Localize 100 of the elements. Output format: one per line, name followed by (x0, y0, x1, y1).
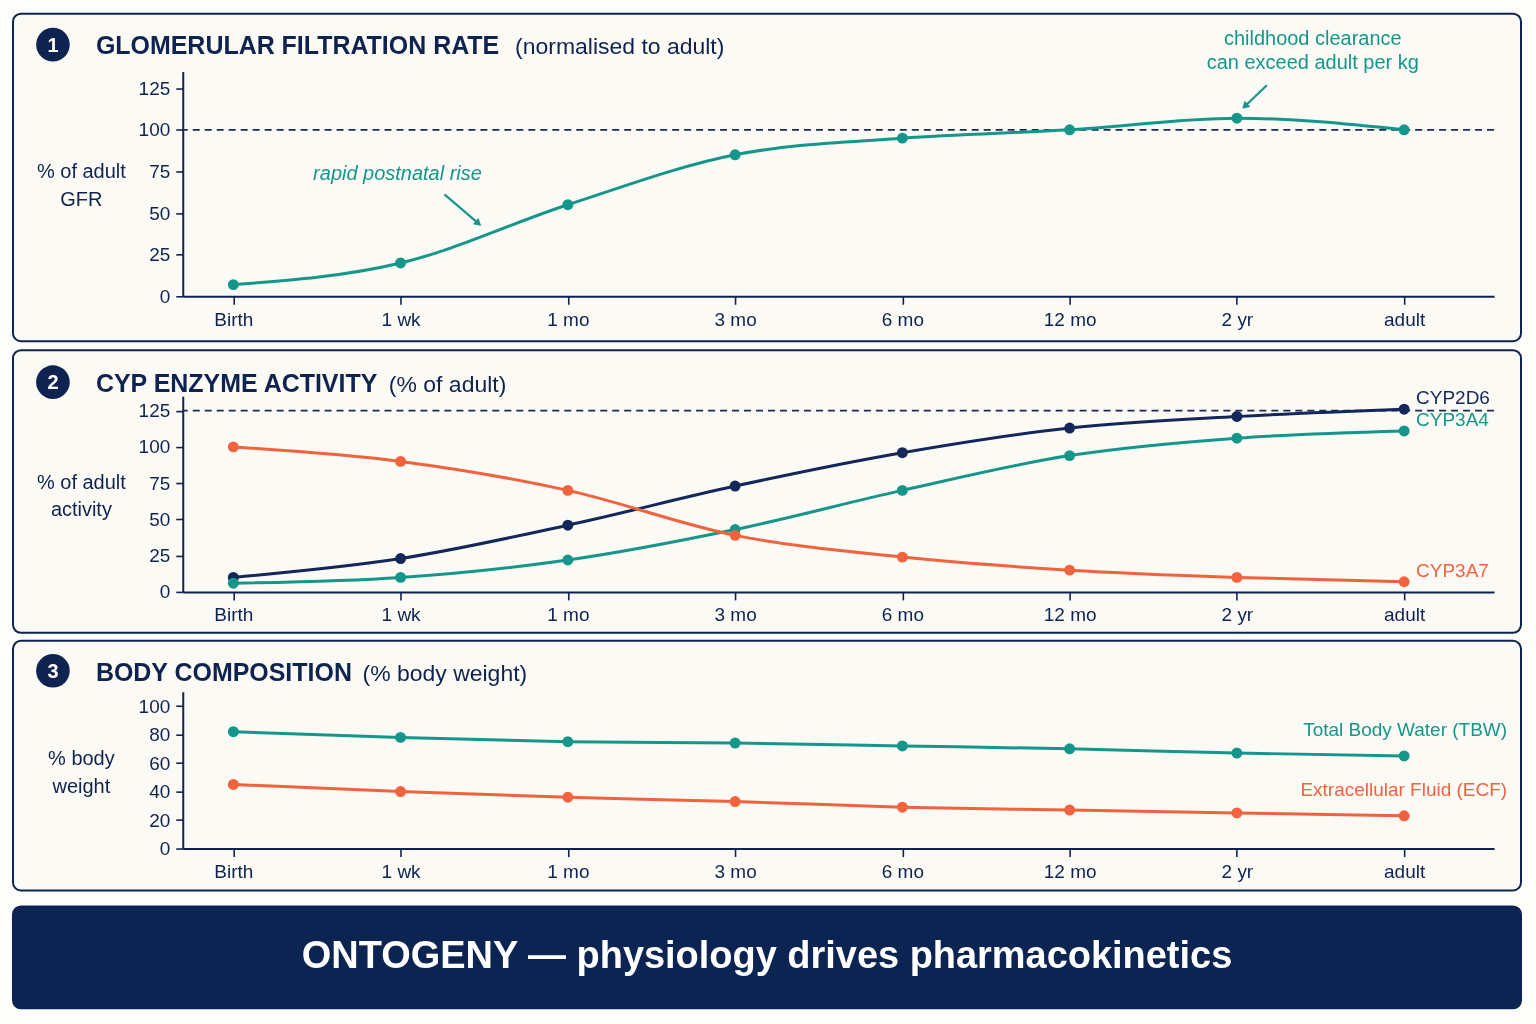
text: 2 (47, 371, 59, 394)
x-tick-label: 12 mo (1043, 861, 1097, 883)
point (1231, 747, 1243, 759)
y-tick-label: 80 (149, 724, 171, 746)
x-tick-label: adult (1384, 861, 1426, 883)
y-tick-label: 0 (159, 838, 171, 860)
chart-subtitle: (normalised to adult) (515, 32, 725, 59)
point (227, 441, 239, 453)
chart-title: CYP ENZYME ACTIVITY (95, 369, 378, 398)
point (1231, 571, 1243, 583)
point (729, 529, 741, 541)
y-tick-label: 100 (138, 436, 171, 458)
point (1398, 403, 1410, 415)
y-tick-label: 0 (159, 285, 171, 307)
series-label: CYP3A7 (1416, 559, 1489, 581)
text: 1 (47, 33, 59, 56)
x-tick-label: Birth (214, 308, 254, 330)
y-tick-label: 125 (138, 400, 171, 422)
point (1231, 432, 1243, 444)
point (227, 726, 239, 738)
point (395, 553, 407, 565)
x-tick-label: 2 yr (1221, 861, 1254, 883)
point (1231, 112, 1243, 124)
x-tick-label: 6 mo (881, 861, 924, 883)
point (1064, 804, 1076, 816)
point (227, 577, 239, 589)
x-tick-label: 6 mo (881, 604, 924, 626)
y-tick-label: 75 (149, 160, 171, 182)
point (896, 801, 908, 813)
x-tick-label: 1 wk (381, 861, 422, 883)
x-tick-label: 12 mo (1043, 604, 1097, 626)
point (729, 149, 741, 161)
x-tick-label: 6 mo (881, 308, 924, 330)
y-tick-label: 125 (138, 77, 171, 99)
x-tick-label: 1 wk (381, 308, 422, 330)
point (562, 199, 574, 211)
x-tick-label: 3 mo (714, 308, 757, 330)
series-label: CYP2D6 (1416, 387, 1490, 409)
point (562, 736, 574, 748)
annotation: rapid postnatal rise (313, 162, 482, 185)
point (1064, 564, 1076, 576)
x-tick-label: Birth (214, 604, 254, 626)
y-tick-label: 75 (149, 472, 171, 494)
point (1064, 124, 1076, 136)
y-tick-label: 25 (149, 244, 171, 266)
y-tick-label: 40 (149, 781, 171, 803)
y-tick-label: 0 (159, 581, 171, 603)
x-tick-label: 3 mo (714, 861, 757, 883)
annotation: childhood clearance can exceed adult per kg (1206, 27, 1419, 74)
y-tick-label: 60 (149, 752, 171, 774)
x-tick-label: adult (1384, 308, 1426, 330)
point (1231, 410, 1243, 422)
point (395, 571, 407, 583)
chart-subtitle: (% of adult) (388, 371, 507, 398)
point (1064, 450, 1076, 462)
y-axis-title: % of adult activity (36, 470, 127, 521)
x-tick-label: adult (1384, 604, 1426, 626)
series-label: Total Body Water (TBW) (1303, 718, 1508, 740)
y-tick-label: 25 (149, 545, 171, 567)
point (1398, 750, 1410, 762)
point (1064, 422, 1076, 434)
y-tick-label: 50 (149, 202, 171, 224)
y-axis-title: % body weight (48, 746, 115, 797)
point (1064, 743, 1076, 755)
point (562, 484, 574, 496)
point (395, 257, 407, 269)
point (227, 778, 239, 790)
chart-title: GLOMERULAR FILTRATION RATE (95, 30, 500, 59)
point (562, 519, 574, 531)
point (395, 455, 407, 467)
y-tick-label: 50 (149, 508, 171, 530)
y-axis-title: % of adult GFR (36, 160, 127, 211)
point (729, 796, 741, 807)
x-tick-label: 2 yr (1221, 604, 1254, 626)
point (1398, 576, 1410, 588)
point (562, 554, 574, 566)
point (896, 484, 908, 496)
point (729, 737, 741, 749)
text: ONTOGENY — physiology drives pharmacokinetics (301, 934, 1233, 977)
chart-subtitle: (% body weight) (362, 659, 528, 686)
x-tick-label: Birth (214, 861, 254, 883)
x-tick-label: 1 mo (547, 308, 590, 330)
series-label: CYP3A4 (1416, 408, 1489, 430)
point (562, 791, 574, 803)
x-tick-label: 2 yr (1221, 308, 1254, 330)
point (1398, 810, 1410, 822)
point (1398, 425, 1410, 437)
point (896, 132, 908, 144)
point (896, 447, 908, 459)
chart-title: BODY COMPOSITION (95, 657, 352, 686)
x-tick-label: 1 mo (547, 604, 590, 626)
point (896, 551, 908, 563)
series-label: Extracellular Fluid (ECF) (1300, 778, 1508, 800)
point (227, 279, 239, 291)
point (395, 786, 407, 798)
y-tick-label: 100 (138, 119, 171, 141)
x-tick-label: 12 mo (1043, 308, 1097, 330)
point (1231, 807, 1243, 819)
x-tick-label: 1 wk (381, 604, 422, 626)
text: 3 (47, 659, 59, 682)
